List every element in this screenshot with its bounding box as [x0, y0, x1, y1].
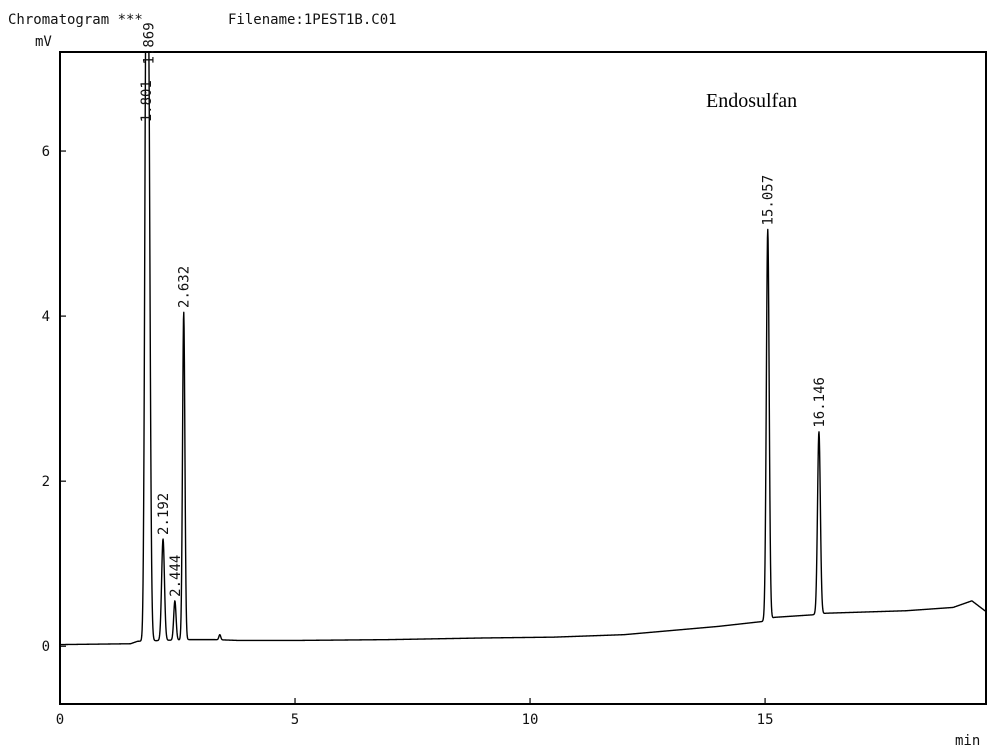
x-tick-label: 10: [522, 712, 539, 728]
chart-title: Chromatogram ***: [8, 12, 143, 28]
x-tick-label: 0: [56, 712, 64, 728]
peak-label: 2.444: [168, 555, 184, 597]
peak-label: 2.192: [156, 493, 172, 535]
y-tick-label: 4: [42, 309, 50, 325]
y-tick-label: 0: [42, 639, 50, 655]
plot-frame: [59, 51, 987, 705]
filename-label: Filename:1PEST1B.C01: [228, 12, 397, 28]
y-axis-label: mV: [35, 34, 52, 50]
peak-label: 1.801: [139, 80, 155, 122]
peak-label: 15.057: [761, 175, 777, 226]
compound-annotation: Endosulfan: [706, 90, 797, 112]
peak-labels: 1.869 1.801 2.192 2.444 2.632 15.057 16.146: [139, 22, 828, 596]
axis-ticks: 0 5 10 15 0 2 4 6: [42, 144, 774, 728]
x-tick-label: 15: [757, 712, 774, 728]
y-tick-label: 6: [42, 144, 50, 160]
peak-label: 2.632: [177, 266, 193, 308]
chromatogram-trace: [59, 51, 987, 646]
y-tick-label: 2: [42, 474, 50, 490]
peak-label: 1.869: [141, 22, 157, 64]
x-tick-label: 5: [291, 712, 299, 728]
peak-label: 16.146: [812, 377, 828, 428]
x-axis-label: min: [955, 733, 980, 749]
